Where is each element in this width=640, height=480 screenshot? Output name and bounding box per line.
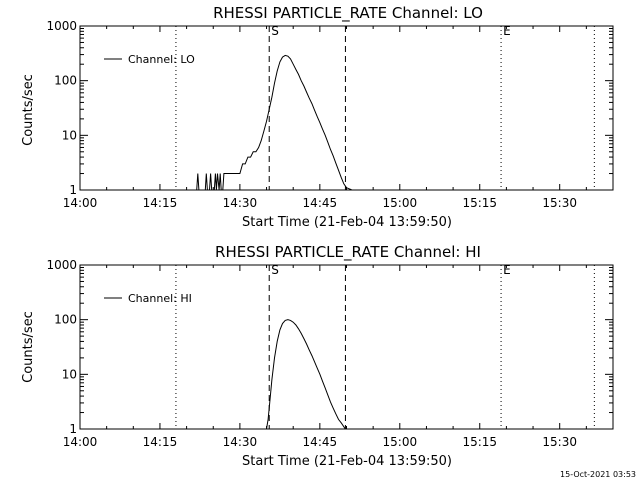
x-tick-label: 15:00 <box>383 435 418 449</box>
chart-title: RHESSI PARTICLE_RATE Channel: HI <box>215 243 481 262</box>
y-tick-label: 10 <box>62 128 77 142</box>
x-tick-label: 14:00 <box>63 435 98 449</box>
time-marker-label: S <box>271 24 279 38</box>
y-tick-label: 1 <box>69 422 77 436</box>
y-tick-label: 1000 <box>46 258 77 272</box>
y-tick-label: 100 <box>54 74 77 88</box>
y-axis-label: Counts/sec <box>21 74 36 146</box>
legend-entry: Channel: LO <box>128 53 195 66</box>
y-tick-label: 1 <box>69 183 77 197</box>
time-marker-label: S <box>271 263 279 277</box>
x-tick-label: 14:00 <box>63 196 98 210</box>
x-tick-label: 15:30 <box>542 196 577 210</box>
legend-entry: Channel: HI <box>128 292 192 305</box>
x-axis-label: Start Time (21-Feb-04 13:59:50) <box>242 454 452 469</box>
y-tick-label: 100 <box>54 313 77 327</box>
plot-frame <box>79 264 614 430</box>
series-line <box>196 54 353 191</box>
chart-title: RHESSI PARTICLE_RATE Channel: LO <box>213 4 483 23</box>
x-tick-label: 15:15 <box>462 196 497 210</box>
x-tick-label: 15:00 <box>383 196 418 210</box>
x-tick-label: 14:15 <box>143 435 178 449</box>
footer-timestamp: 15-Oct-2021 03:53 <box>560 470 636 479</box>
x-tick-label: 15:15 <box>462 435 497 449</box>
x-tick-label: 14:45 <box>303 435 338 449</box>
x-tick-label: 14:30 <box>223 196 258 210</box>
y-tick-label: 1000 <box>46 19 77 33</box>
time-marker-label: E <box>503 263 511 277</box>
y-axis-label: Counts/sec <box>21 311 36 383</box>
panel-lo: RHESSI PARTICLE_RATE Channel: LO Counts/… <box>21 4 614 230</box>
y-tick-label: 10 <box>62 367 77 381</box>
plot-frame <box>79 25 614 191</box>
series-line <box>266 319 346 430</box>
x-tick-label: 15:30 <box>542 435 577 449</box>
x-tick-label: 14:30 <box>223 435 258 449</box>
x-tick-label: 14:15 <box>143 196 178 210</box>
x-tick-label: 14:45 <box>303 196 338 210</box>
x-axis-label: Start Time (21-Feb-04 13:59:50) <box>242 215 452 230</box>
time-marker-label: E <box>503 24 511 38</box>
panel-hi: RHESSI PARTICLE_RATE Channel: HI Counts/… <box>21 243 614 469</box>
